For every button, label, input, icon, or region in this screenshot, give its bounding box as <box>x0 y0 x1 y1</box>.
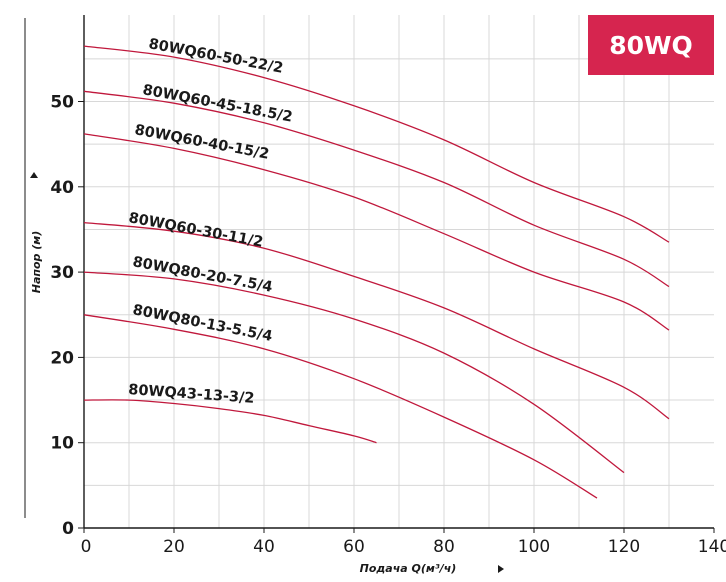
x-axis-arrow-icon <box>498 565 504 573</box>
y-axis-arrow-icon <box>30 172 38 178</box>
y-tick-label: 50 <box>50 93 74 113</box>
series-label: 80WQ60-30-11/2 <box>127 210 264 251</box>
series-badge: 80WQ <box>588 15 714 75</box>
series-curve <box>83 133 670 331</box>
series-curve <box>83 90 670 288</box>
x-tick-label: 0 <box>81 537 92 557</box>
y-axis-title: Напор (м) <box>30 231 43 294</box>
series-curves <box>83 45 670 499</box>
y-tick-label: 30 <box>50 263 74 283</box>
series-label: 80WQ43-13-3/2 <box>128 382 255 407</box>
series-label: 80WQ60-45-18.5/2 <box>141 82 293 125</box>
x-axis-title: Подача Q(м³/ч) <box>360 562 457 575</box>
y-tick-label: 20 <box>50 348 74 368</box>
x-tick-label: 20 <box>163 537 185 557</box>
badge-label: 80WQ <box>609 31 693 60</box>
x-tick-labels: 0 20 40 60 80 100 120 140 <box>81 528 726 557</box>
x-tick-label: 40 <box>253 537 275 557</box>
badge-background <box>588 15 714 75</box>
series-curve <box>83 221 670 420</box>
x-tick-label: 100 <box>518 537 550 557</box>
axes <box>24 15 714 573</box>
series-labels: 80WQ60-50-22/280WQ60-45-18.5/280WQ60-40-… <box>127 36 293 407</box>
series-curve <box>83 399 377 444</box>
y-tick-label: 0 <box>62 519 74 539</box>
x-tick-label: 60 <box>343 537 365 557</box>
series-label: 80WQ80-13-5.5/4 <box>131 302 273 345</box>
y-tick-label: 10 <box>50 434 74 454</box>
x-tick-label: 80 <box>433 537 455 557</box>
x-tick-label: 140 <box>698 537 726 557</box>
series-label: 80WQ60-40-15/2 <box>133 122 270 163</box>
y-tick-label: 40 <box>50 178 74 198</box>
series-label: 80WQ80-20-7.5/4 <box>131 254 274 296</box>
grid <box>84 15 714 528</box>
y-tick-labels: 0 10 20 30 40 50 <box>50 93 84 539</box>
series-curve <box>83 314 598 499</box>
x-tick-label: 120 <box>608 537 640 557</box>
series-curve <box>83 45 670 243</box>
series-curve <box>83 271 625 474</box>
